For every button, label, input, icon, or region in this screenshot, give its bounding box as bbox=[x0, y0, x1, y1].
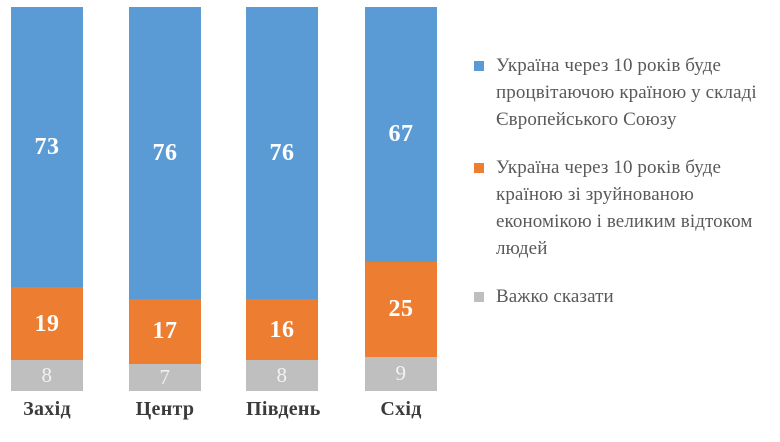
bar-segment-prosperous-eu: 76 bbox=[129, 7, 201, 299]
bar-segment-ruined-economy: 17 bbox=[129, 298, 201, 365]
bar-value-label: 17 bbox=[152, 318, 178, 345]
bar-segment-ruined-economy: 25 bbox=[365, 261, 437, 357]
bar-segment-prosperous-eu: 76 bbox=[246, 7, 318, 299]
bar-value-label: 8 bbox=[41, 363, 53, 388]
bar-value-label: 76 bbox=[152, 139, 178, 166]
legend-item-2[interactable]: Україна через 10 років буде країною зі з… bbox=[472, 154, 772, 262]
bar-segment-hard-to-say: 9 bbox=[365, 356, 437, 391]
bar-segment-ruined-economy: 16 bbox=[246, 298, 318, 361]
bar-segment-prosperous-eu: 67 bbox=[365, 7, 437, 262]
legend-swatch-gray-icon bbox=[474, 292, 484, 302]
category-label-1: Захід bbox=[23, 398, 71, 420]
legend-label: Важко сказати bbox=[496, 286, 614, 307]
legend-label: Україна через 10 років буде країною зі з… bbox=[496, 157, 753, 259]
plot-area: 73 19 8 Захід 76 17 7 Центр 76 16 8 Південь 67 25 9 Схі… bbox=[11, 7, 437, 420]
legend-swatch-orange-icon bbox=[474, 163, 484, 173]
bar-segment-ruined-economy: 19 bbox=[11, 287, 83, 361]
bar-value-label: 67 bbox=[388, 121, 414, 148]
legend-item-1[interactable]: Україна через 10 років буде процвітаючою… bbox=[472, 52, 772, 133]
legend-swatch-blue-icon bbox=[474, 61, 484, 71]
bar-segment-hard-to-say: 8 bbox=[246, 360, 318, 391]
bar-1: 73 19 8 bbox=[11, 7, 83, 391]
bar-value-label: 25 bbox=[388, 296, 414, 323]
category-label-3: Південь bbox=[246, 398, 321, 420]
bar-value-label: 9 bbox=[395, 361, 407, 386]
bar-segment-hard-to-say: 8 bbox=[11, 360, 83, 391]
bar-value-label: 7 bbox=[159, 365, 171, 390]
bar-segment-hard-to-say: 7 bbox=[129, 364, 201, 391]
bar-value-label: 73 bbox=[34, 134, 60, 161]
bar-3: 76 16 8 bbox=[246, 7, 318, 391]
bar-4: 67 25 9 bbox=[365, 7, 437, 391]
category-label-2: Центр bbox=[135, 398, 195, 420]
chart-legend: Україна через 10 років буде процвітаючою… bbox=[472, 52, 772, 331]
category-label-4: Схід bbox=[380, 398, 422, 420]
legend-label: Україна через 10 років буде процвітаючою… bbox=[496, 55, 757, 130]
bar-value-label: 19 bbox=[34, 310, 60, 337]
bar-value-label: 16 bbox=[269, 316, 295, 343]
bar-value-label: 76 bbox=[269, 139, 295, 166]
legend-item-3[interactable]: Важко сказати bbox=[472, 283, 772, 310]
bar-2: 76 17 7 bbox=[129, 7, 201, 391]
bar-segment-prosperous-eu: 73 bbox=[11, 7, 83, 288]
bar-value-label: 8 bbox=[276, 363, 288, 388]
